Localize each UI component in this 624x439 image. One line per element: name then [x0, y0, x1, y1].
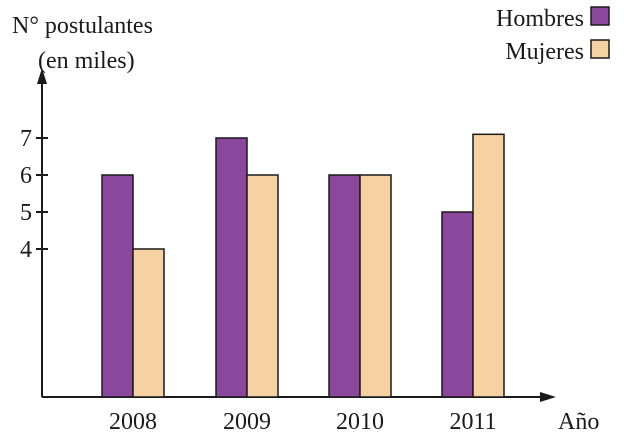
x-tick-label-2010: 2010 — [336, 409, 384, 434]
y-tick-label-7: 7 — [20, 126, 32, 152]
y-tick-label-5: 5 — [20, 200, 32, 226]
bar-mujeres-2010 — [359, 174, 392, 398]
y-axis-arrow — [37, 68, 47, 84]
x-ticks-group: 2008 2009 2010 2011 — [109, 409, 497, 435]
bar-mujeres-2008 — [132, 248, 165, 398]
bars-group — [101, 133, 505, 398]
x-tick-label-2009: 2009 — [223, 409, 271, 434]
bar-mujeres-2011 — [472, 133, 505, 398]
x-axis-label: Año — [558, 409, 599, 434]
y-tick-label-6: 6 — [20, 163, 32, 189]
x-tick-label-2008: 2008 — [109, 409, 157, 434]
legend-swatch-mujeres — [590, 39, 610, 59]
x-axis-arrow — [540, 392, 556, 402]
bar-hombres-2010 — [328, 174, 361, 398]
bar-hombres-2011 — [441, 211, 474, 398]
y-ticks-group: 4 5 6 7 — [20, 126, 48, 263]
y-axis-label-line1: N° postulantes — [12, 13, 153, 39]
legend: Hombres Mujeres — [496, 6, 610, 65]
bar-hombres-2009 — [215, 137, 248, 398]
legend-label-mujeres: Mujeres — [505, 39, 584, 65]
bar-hombres-2008 — [101, 174, 134, 398]
legend-swatch-hombres — [590, 6, 610, 26]
bar-mujeres-2009 — [246, 174, 279, 398]
y-tick-label-4: 4 — [20, 237, 32, 263]
x-tick-label-2011: 2011 — [449, 409, 496, 434]
y-axis-label-line2: (en miles) — [38, 48, 135, 74]
legend-label-hombres: Hombres — [496, 6, 584, 32]
